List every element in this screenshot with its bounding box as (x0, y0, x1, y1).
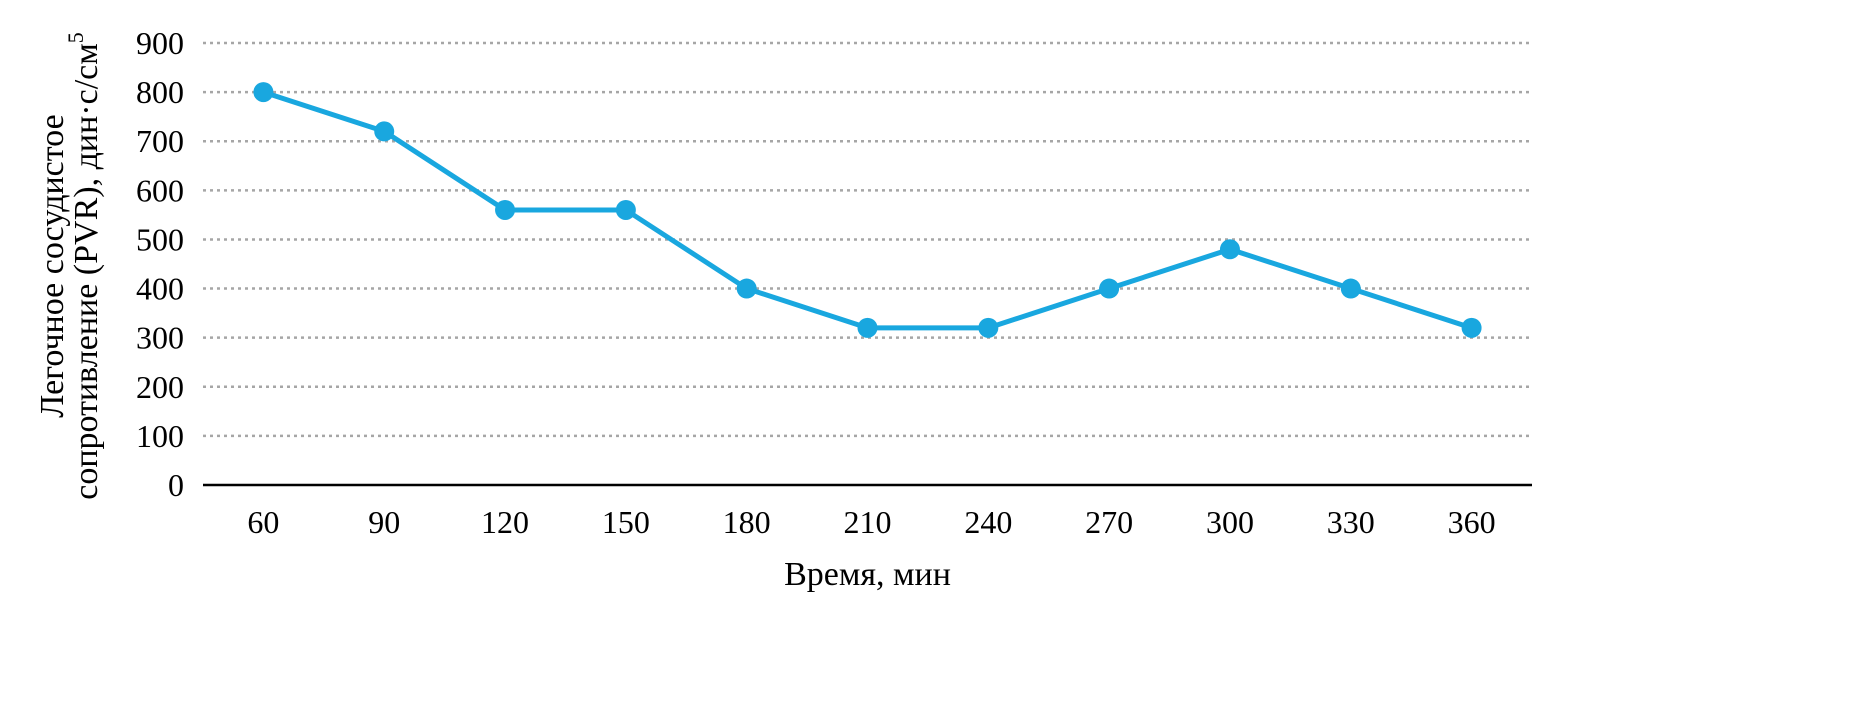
x-tick-label: 150 (602, 504, 650, 540)
y-tick-label: 100 (136, 418, 184, 454)
y-tick-label: 700 (136, 123, 184, 159)
x-tick-label: 120 (481, 504, 529, 540)
y-tick-label: 300 (136, 320, 184, 356)
x-tick-label: 60 (247, 504, 279, 540)
x-tick-label: 330 (1327, 504, 1375, 540)
data-point (1462, 318, 1482, 338)
data-point (858, 318, 878, 338)
series-line (263, 92, 1471, 328)
data-point (1341, 279, 1361, 299)
y-axis-title-line-2-text: сопротивление (PVR), дин·с/см (68, 43, 105, 499)
data-point (978, 318, 998, 338)
y-axis-title-line-1: Легочное сосудистое (34, 114, 71, 417)
y-tick-label: 0 (168, 467, 184, 503)
x-tick-label: 300 (1206, 504, 1254, 540)
x-tick-label: 240 (964, 504, 1012, 540)
x-tick-label: 360 (1448, 504, 1496, 540)
x-tick-label: 210 (844, 504, 892, 540)
grid-lines (203, 43, 1532, 436)
x-tick-label: 90 (368, 504, 400, 540)
data-point (616, 200, 636, 220)
y-axis-title-line-2: сопротивление (PVR), дин·с/см5 (63, 32, 105, 499)
x-tick-labels: 60 90 120 150 180 210 240 270 300 330 360 (247, 504, 1495, 540)
data-point (737, 279, 757, 299)
y-tick-label: 200 (136, 369, 184, 405)
y-tick-label: 800 (136, 74, 184, 110)
data-point (1099, 279, 1119, 299)
y-tick-label: 600 (136, 172, 184, 208)
data-point (495, 200, 515, 220)
y-axis-title-superscript: 5 (63, 32, 88, 43)
y-tick-labels: 0 100 200 300 400 500 600 700 800 900 (136, 25, 184, 503)
x-axis-title: Время, мин (784, 556, 951, 593)
data-point (374, 121, 394, 141)
data-points (253, 82, 1481, 338)
x-tick-label: 180 (723, 504, 771, 540)
y-axis-title: Легочное сосудистое сопротивление (PVR),… (34, 32, 105, 499)
y-tick-label: 400 (136, 271, 184, 307)
y-tick-label: 500 (136, 221, 184, 257)
x-tick-label: 270 (1085, 504, 1133, 540)
data-point (1220, 239, 1240, 259)
data-point (253, 82, 273, 102)
y-tick-label: 900 (136, 25, 184, 61)
